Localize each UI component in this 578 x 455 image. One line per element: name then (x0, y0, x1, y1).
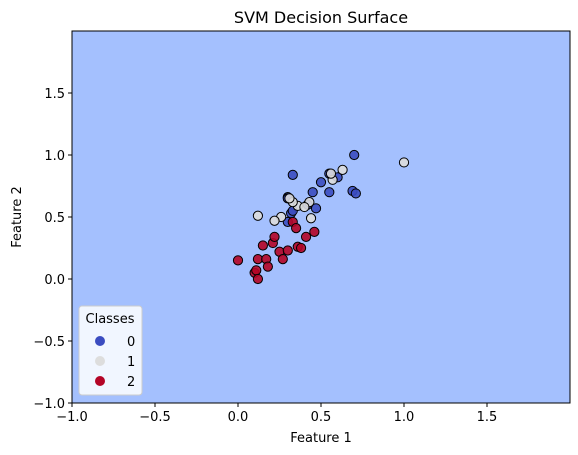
y-tick-label: −0.5 (33, 335, 65, 350)
data-point-class-2 (277, 254, 288, 265)
data-point-class-1 (269, 215, 280, 226)
legend-title: Classes (86, 312, 135, 327)
data-point-class-1 (337, 164, 348, 175)
legend: Classes 0 1 2 (78, 305, 143, 396)
x-tick-label: −0.5 (139, 410, 171, 425)
data-point-class-0 (310, 203, 322, 214)
data-point-class-0 (287, 169, 298, 180)
y-tick-label: 0.0 (44, 273, 65, 288)
data-point-class-2 (232, 255, 244, 266)
data-point-class-0 (349, 149, 360, 161)
legend-label-class-1: 1 (127, 355, 135, 370)
data-point-class-1 (284, 193, 295, 204)
x-axis-label: Feature 1 (290, 431, 352, 446)
data-point-class-2 (269, 231, 280, 242)
legend-marker-class-1 (95, 356, 105, 366)
y-tick-label: 1.5 (44, 87, 65, 102)
data-point-class-1 (325, 168, 337, 179)
data-point-class-2 (300, 231, 312, 242)
data-point-class-1 (398, 157, 410, 168)
legend-marker-class-2 (95, 376, 105, 386)
y-tick-label: −1.0 (33, 397, 65, 412)
data-point-class-2 (257, 240, 268, 251)
data-point-class-2 (309, 226, 320, 237)
data-point-class-2 (252, 273, 264, 285)
x-tick-label: 0.0 (228, 410, 249, 425)
y-tick-label: 0.5 (44, 211, 65, 226)
y-axis-label: Feature 2 (10, 186, 25, 248)
legend-marker-class-0 (95, 336, 105, 346)
data-points (232, 149, 410, 285)
x-tick-label: 0.5 (311, 410, 332, 425)
data-point-class-0 (324, 187, 335, 198)
data-point-class-1 (305, 213, 317, 224)
data-point-class-2 (251, 265, 262, 276)
x-tick-label: 1.5 (477, 410, 498, 425)
legend-box (78, 305, 143, 396)
legend-entries: 0 1 2 (95, 335, 135, 390)
data-point-class-2 (291, 223, 302, 234)
y-tick-label: 1.0 (44, 149, 65, 164)
legend-label-class-0: 0 (127, 335, 135, 350)
data-point-class-0 (315, 177, 327, 188)
x-tick-label: −1.0 (56, 410, 88, 425)
data-point-class-2 (262, 261, 273, 272)
data-point-class-1 (299, 201, 310, 213)
data-point-class-1 (252, 210, 264, 221)
data-point-class-2 (282, 245, 293, 256)
data-point-class-0 (307, 187, 318, 198)
data-point-class-2 (295, 242, 307, 254)
y-axis-ticks: −1.0 −0.5 0.0 0.5 1.0 1.5 (33, 87, 72, 412)
chart-title: SVM Decision Surface (234, 8, 408, 27)
plot-area (72, 31, 570, 403)
x-tick-label: 1.0 (394, 410, 415, 425)
legend-label-class-2: 2 (127, 375, 135, 390)
x-axis-ticks: −1.0 −0.5 0.0 0.5 1.0 1.5 (56, 403, 497, 425)
data-point-class-0 (350, 188, 361, 199)
